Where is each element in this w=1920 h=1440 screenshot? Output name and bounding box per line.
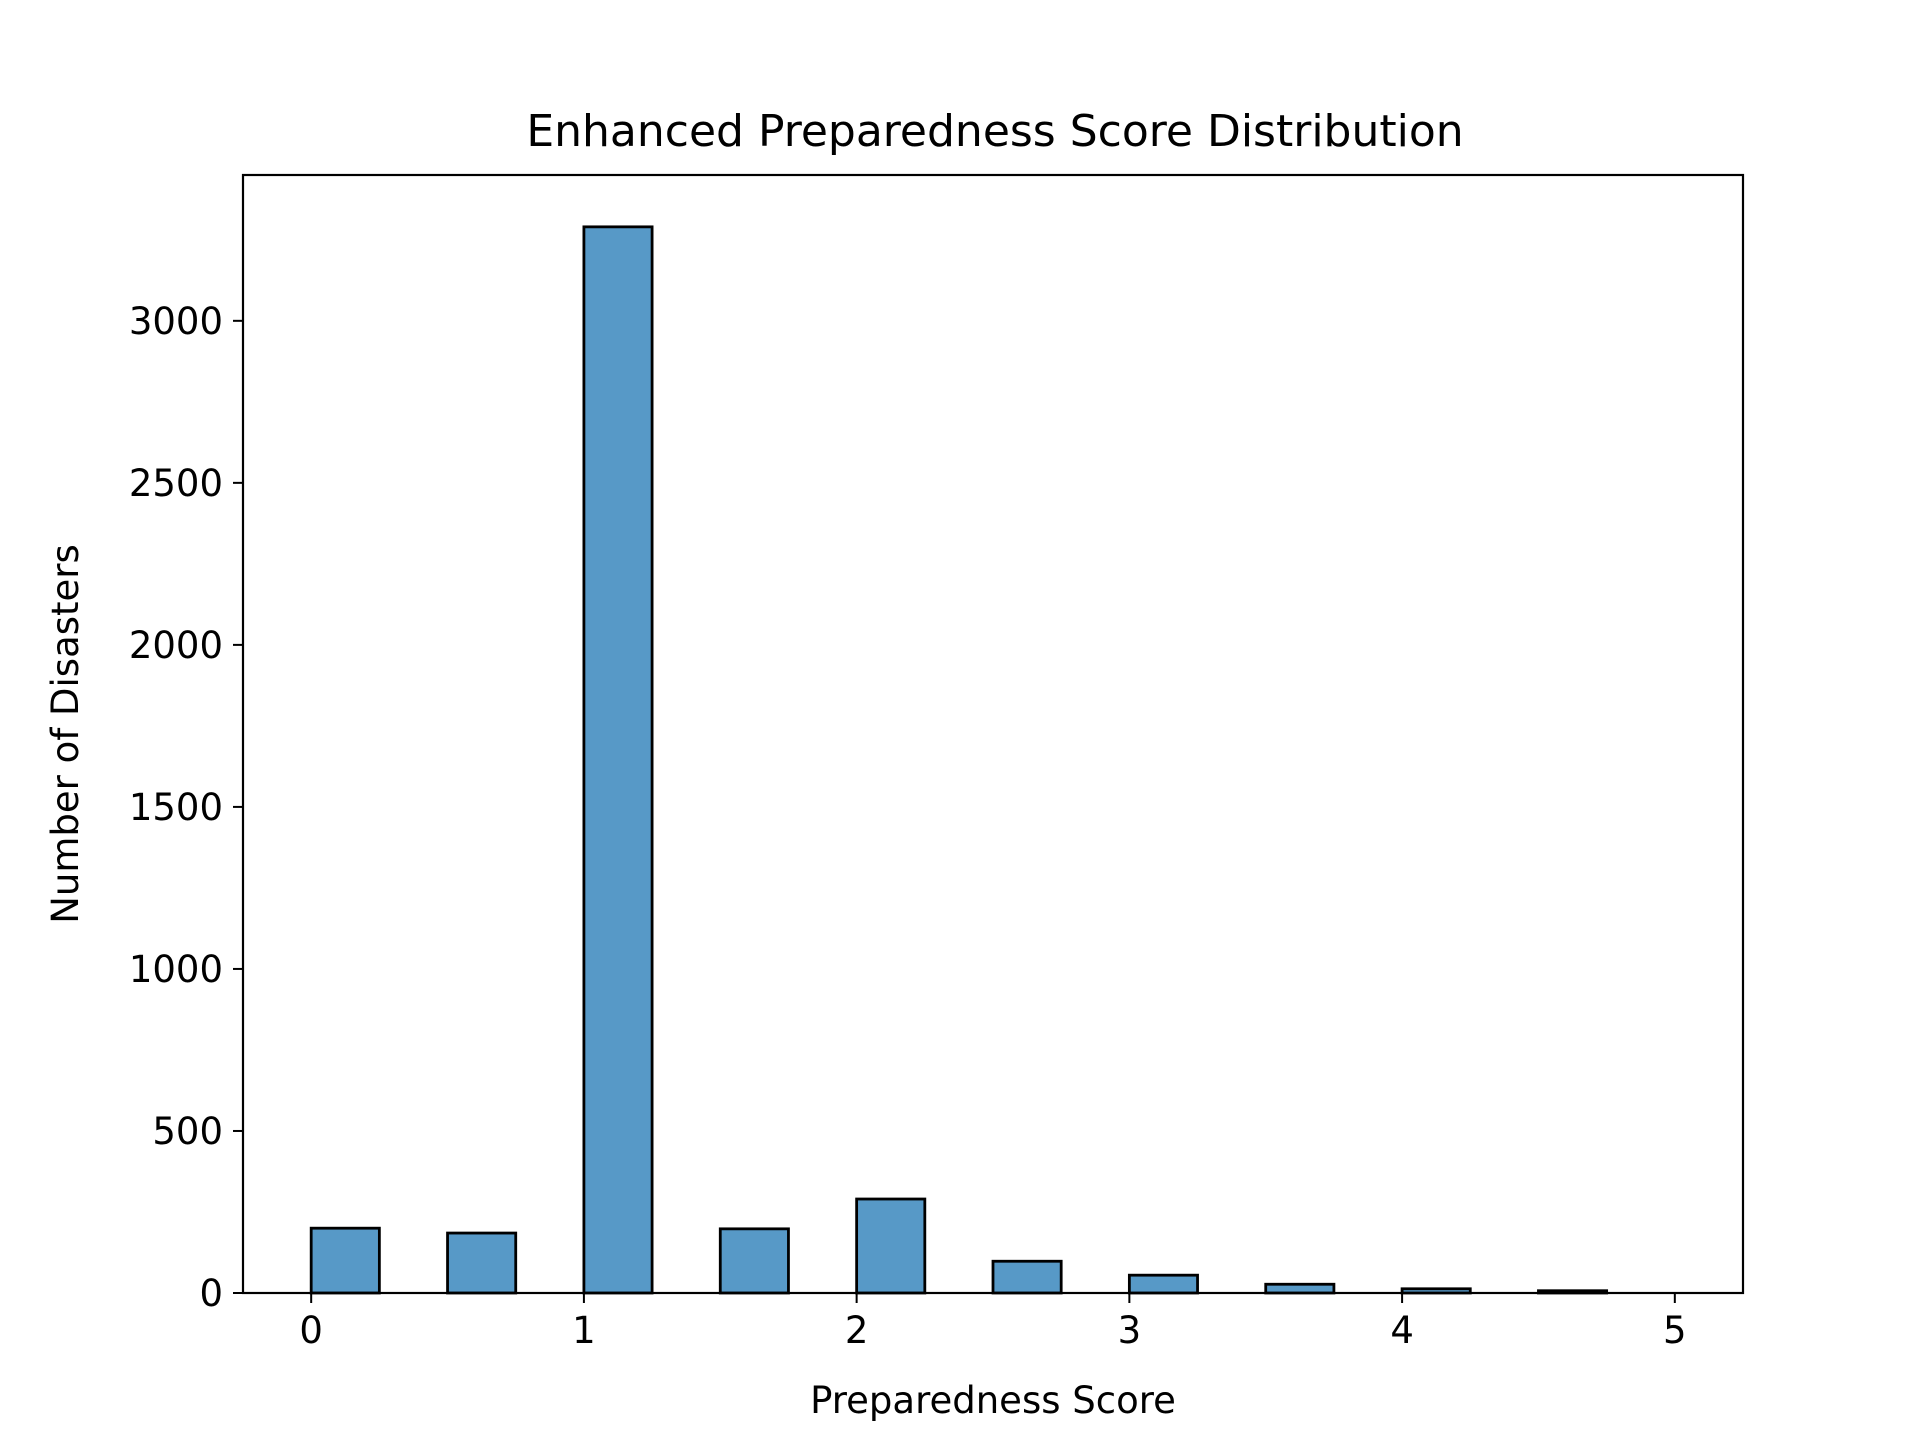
y-tick-label-1000: 1000 [129,948,223,991]
histogram-bar-3 [718,1227,790,1295]
y-tick-label-2500: 2500 [129,462,223,505]
x-tick-label-2: 2 [845,1309,869,1352]
histogram-bar-2 [582,225,654,1295]
histogram-bar-7 [1264,1282,1336,1295]
histogram-bar-6 [1127,1273,1199,1295]
x-axis-ticks: 0 1 2 3 4 5 [299,1293,1687,1352]
histogram-bar-1 [446,1231,518,1295]
x-tick-label-0: 0 [299,1309,323,1352]
histogram-bar-5 [991,1259,1063,1295]
x-axis-label: Preparedness Score [810,1379,1176,1422]
y-axis-ticks: 0 500 1000 1500 2000 2500 3000 [129,300,243,1315]
y-tick-label-2000: 2000 [129,624,223,667]
y-tick-label-0: 0 [199,1272,223,1315]
histogram-bar-0 [309,1226,381,1295]
x-tick-label-1: 1 [572,1309,596,1352]
y-tick-label-500: 500 [152,1110,223,1153]
bars-group [309,225,1609,1295]
histogram-bar-4 [855,1197,927,1295]
plot-frame [241,173,1745,1295]
x-tick-label-5: 5 [1663,1309,1687,1352]
y-tick-label-1500: 1500 [129,786,223,829]
y-axis-label: Number of Disasters [44,544,87,924]
y-tick-label-3000: 3000 [129,300,223,343]
x-tick-label-3: 3 [1118,1309,1142,1352]
chart-title: Enhanced Preparedness Score Distribution [526,106,1463,157]
x-tick-label-4: 4 [1390,1309,1414,1352]
